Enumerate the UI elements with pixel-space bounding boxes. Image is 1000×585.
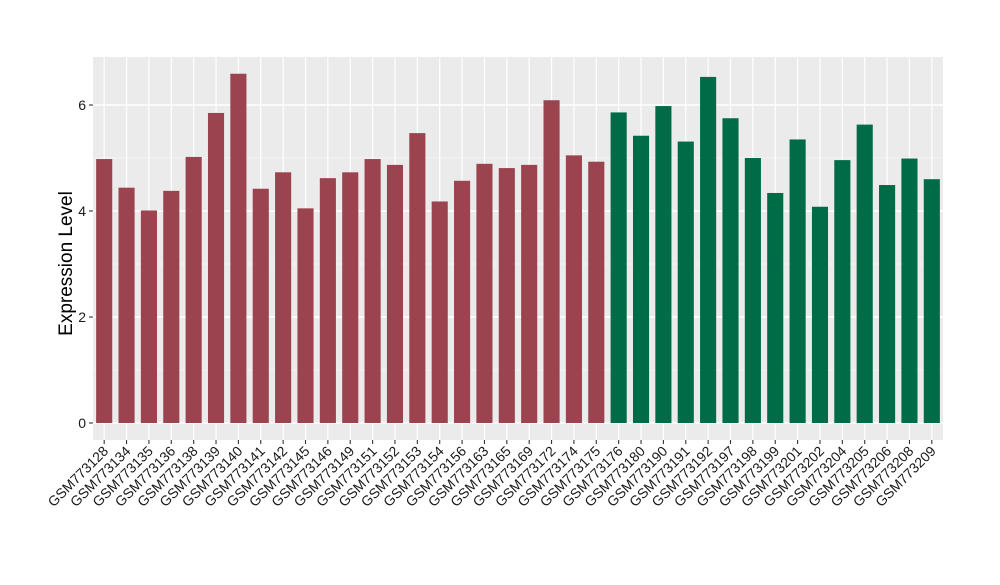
x-axis: GSM773128GSM773134GSM773135GSM773136GSM7… bbox=[44, 440, 939, 510]
bar-gsm773176 bbox=[610, 112, 627, 424]
bar-gsm773208 bbox=[901, 158, 918, 423]
bar-gsm773191 bbox=[677, 141, 694, 423]
bar-gsm773136 bbox=[163, 190, 180, 423]
bar-gsm773145 bbox=[297, 208, 314, 423]
bar-gsm773146 bbox=[319, 178, 336, 423]
bar-gsm773204 bbox=[834, 160, 851, 423]
bar-gsm773209 bbox=[923, 179, 940, 423]
bar-gsm773192 bbox=[700, 76, 717, 423]
bar-gsm773190 bbox=[655, 106, 672, 423]
bar-gsm773165 bbox=[498, 168, 515, 423]
bar-gsm773138 bbox=[185, 156, 202, 423]
bar-gsm773142 bbox=[275, 172, 292, 423]
bar-gsm773169 bbox=[521, 164, 538, 423]
bar-gsm773172 bbox=[543, 100, 560, 423]
bar-gsm773174 bbox=[565, 155, 582, 423]
bar-gsm773153 bbox=[409, 133, 426, 423]
bar-gsm773139 bbox=[207, 112, 225, 423]
y-axis: 0 2 4 6 bbox=[78, 97, 93, 431]
bar-gsm773156 bbox=[454, 180, 471, 423]
bar-gsm773175 bbox=[588, 161, 605, 423]
bar-gsm773151 bbox=[364, 159, 381, 423]
bar-gsm773140 bbox=[230, 73, 247, 423]
bar-gsm773163 bbox=[476, 163, 493, 423]
bar-gsm773201 bbox=[789, 139, 806, 423]
bar-gsm773154 bbox=[431, 201, 448, 423]
bars bbox=[96, 73, 940, 424]
bar-gsm773135 bbox=[140, 210, 157, 423]
bar-gsm773199 bbox=[767, 192, 784, 423]
bar-gsm773152 bbox=[386, 164, 404, 423]
bar-gsm773128 bbox=[96, 159, 113, 423]
bar-gsm773149 bbox=[342, 172, 359, 423]
bar-gsm773134 bbox=[118, 187, 135, 423]
bar-gsm773197 bbox=[722, 118, 739, 423]
bar-gsm773180 bbox=[632, 135, 650, 424]
bar-gsm773202 bbox=[811, 206, 829, 423]
y-tick-label: 2 bbox=[78, 309, 86, 325]
y-tick-label: 4 bbox=[78, 203, 86, 219]
y-axis-label: Expression Level bbox=[56, 191, 77, 336]
bar-gsm773206 bbox=[879, 185, 896, 423]
bar-gsm773141 bbox=[252, 188, 269, 423]
y-tick-label: 6 bbox=[78, 97, 86, 113]
bar-gsm773205 bbox=[856, 124, 873, 424]
y-tick-label: 0 bbox=[78, 415, 86, 431]
bar-gsm773198 bbox=[744, 158, 761, 423]
